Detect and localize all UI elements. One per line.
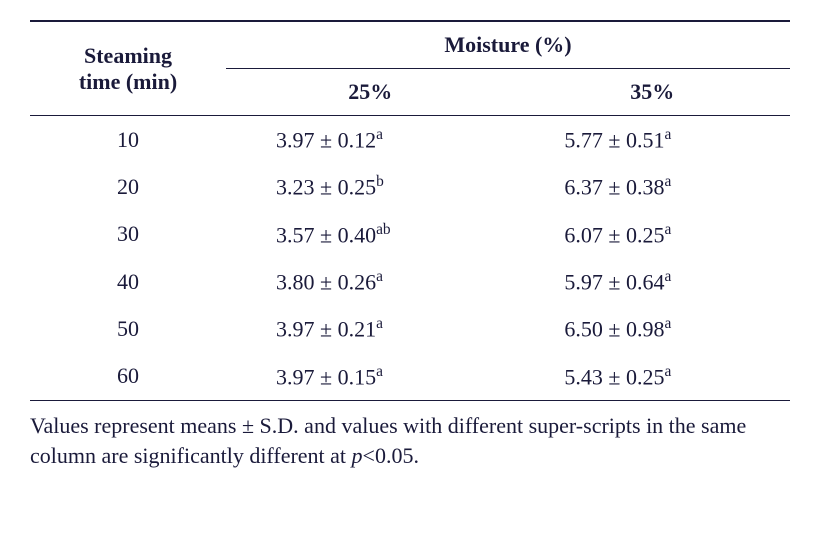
table-row: 30 3.57 ± 0.40ab 6.07 ± 0.25a [30, 211, 790, 258]
table-row: 10 3.97 ± 0.12a 5.77 ± 0.51a [30, 116, 790, 164]
caption-italic: p [352, 443, 363, 468]
value-cell-25: 3.57 ± 0.40ab [226, 211, 514, 258]
value-cell-35: 6.50 ± 0.98a [514, 305, 790, 352]
table-row: 50 3.97 ± 0.21a 6.50 ± 0.98a [30, 305, 790, 352]
value-cell-35: 6.37 ± 0.38a [514, 163, 790, 210]
spanner-header: Moisture (%) [226, 21, 790, 69]
row-header: Steaming time (min) [30, 21, 226, 116]
time-cell: 10 [30, 116, 226, 164]
value-cell-35: 5.77 ± 0.51a [514, 116, 790, 164]
caption-post: <0.05. [363, 443, 419, 468]
moisture-table: Steaming time (min) Moisture (%) 25% 35%… [30, 20, 790, 401]
time-cell: 20 [30, 163, 226, 210]
table-row: 60 3.97 ± 0.15a 5.43 ± 0.25a [30, 353, 790, 401]
table-row: 20 3.23 ± 0.25b 6.37 ± 0.38a [30, 163, 790, 210]
col-header-25: 25% [226, 69, 514, 116]
time-cell: 30 [30, 211, 226, 258]
value-cell-25: 3.80 ± 0.26a [226, 258, 514, 305]
moisture-table-container: Steaming time (min) Moisture (%) 25% 35%… [30, 20, 790, 470]
value-cell-25: 3.97 ± 0.12a [226, 116, 514, 164]
table-row: 40 3.80 ± 0.26a 5.97 ± 0.64a [30, 258, 790, 305]
time-cell: 40 [30, 258, 226, 305]
value-cell-25: 3.97 ± 0.15a [226, 353, 514, 401]
table-caption: Values represent means ± S.D. and values… [30, 411, 790, 470]
time-cell: 60 [30, 353, 226, 401]
value-cell-35: 5.97 ± 0.64a [514, 258, 790, 305]
value-cell-35: 6.07 ± 0.25a [514, 211, 790, 258]
col-header-35: 35% [514, 69, 790, 116]
time-cell: 50 [30, 305, 226, 352]
rowhead-line1: Steaming [84, 43, 172, 68]
value-cell-25: 3.97 ± 0.21a [226, 305, 514, 352]
rowhead-line2: time (min) [79, 69, 177, 94]
value-cell-25: 3.23 ± 0.25b [226, 163, 514, 210]
value-cell-35: 5.43 ± 0.25a [514, 353, 790, 401]
